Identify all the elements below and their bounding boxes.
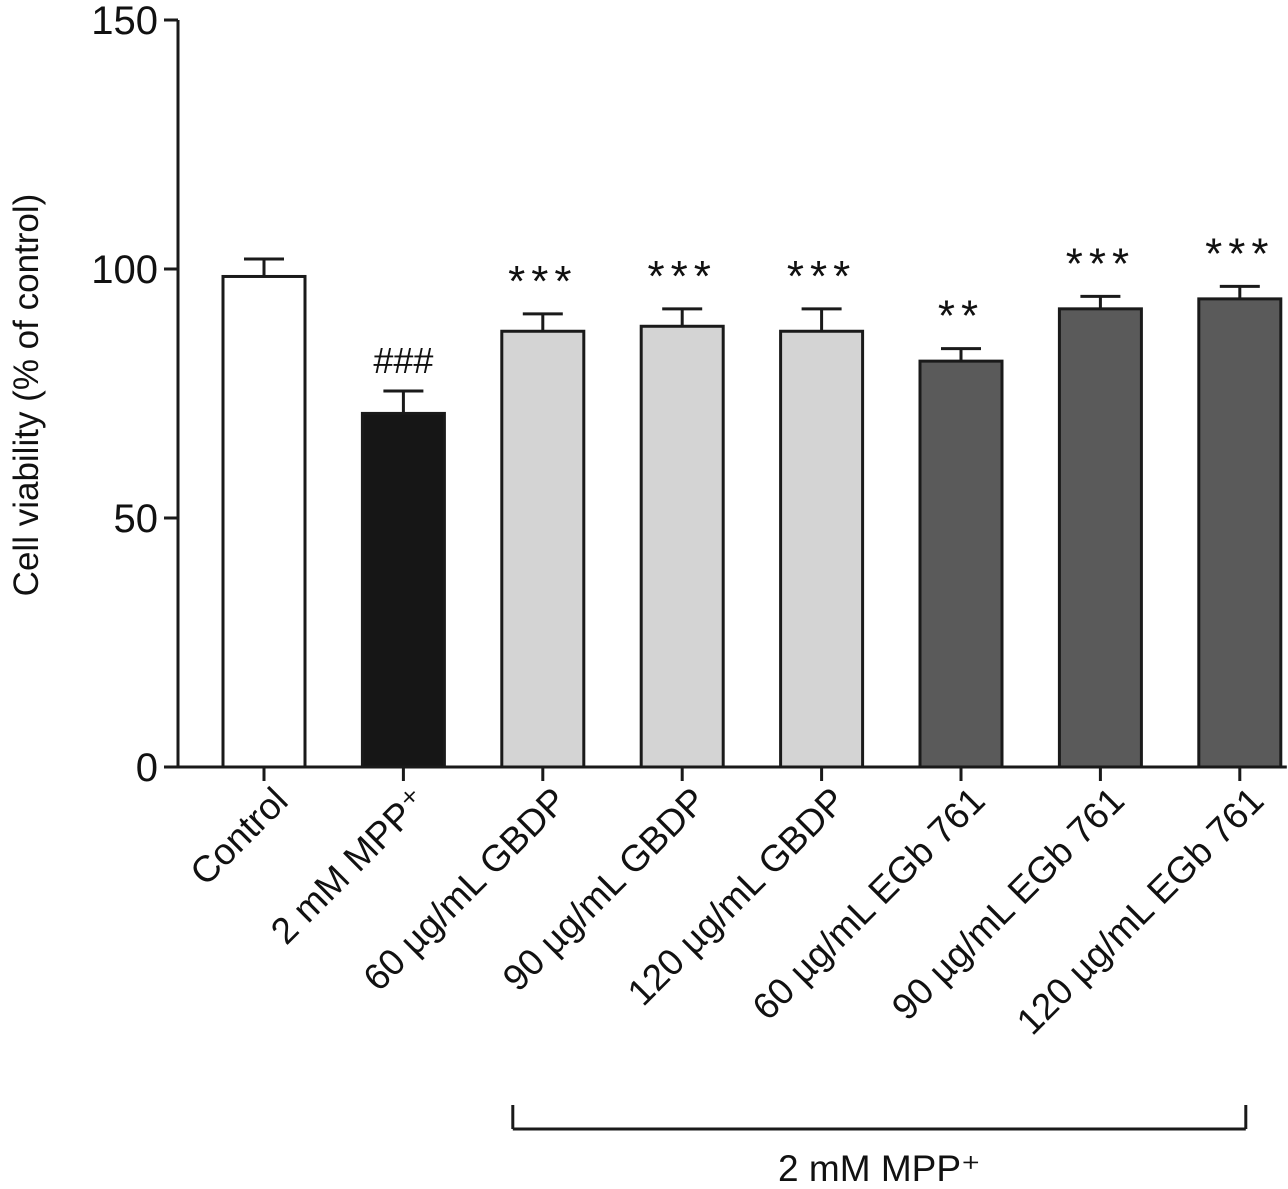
significance-label: ** — [938, 292, 984, 341]
bar — [1197, 297, 1283, 769]
bar — [221, 274, 307, 769]
significance-label: *** — [508, 257, 577, 306]
y-tick-label: 100 — [91, 248, 158, 292]
y-axis-label: Cell viability (% of control) — [7, 194, 46, 597]
bar — [779, 329, 865, 769]
bar — [1057, 307, 1143, 769]
bars: ###*** *** ******** *** — [221, 229, 1283, 769]
x-tick-label: 60 µg/mL EGb 761 — [744, 780, 992, 1028]
bar — [500, 329, 586, 769]
bar — [639, 324, 725, 769]
significance-label: *** — [787, 252, 856, 301]
significance-label: *** — [648, 252, 717, 301]
x-tick-label: 90 µg/mL EGb 761 — [884, 780, 1132, 1028]
group-bracket: 2 mM MPP⁺ — [511, 1105, 1248, 1189]
bar — [918, 359, 1004, 769]
x-tick-label: Control — [182, 780, 295, 893]
significance-label: *** — [1205, 229, 1274, 278]
y-tick-label: 150 — [91, 0, 158, 43]
significance-label: ### — [373, 340, 433, 381]
bracket-label: 2 mM MPP⁺ — [778, 1148, 981, 1189]
y-tick-label: 50 — [114, 497, 159, 541]
y-tick-label: 0 — [136, 746, 158, 790]
x-tick-label: 120 µg/mL EGb 761 — [1009, 780, 1272, 1043]
significance-label: *** — [1066, 239, 1135, 288]
bar — [360, 411, 446, 769]
y-axis: 0 50 100 150 — [91, 0, 180, 790]
